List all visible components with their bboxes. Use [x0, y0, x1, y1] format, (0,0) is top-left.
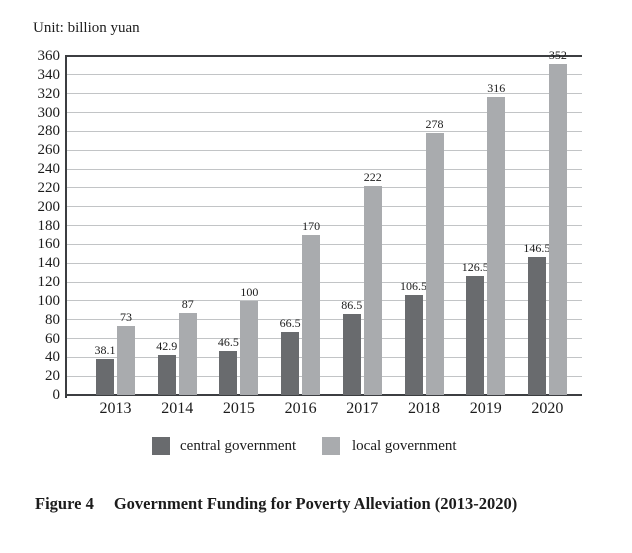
value-label-central-2016: 66.5: [279, 316, 301, 331]
ytick-label-80: 80: [45, 311, 60, 328]
gridline-300: [67, 112, 582, 113]
figure-number: Figure 4: [35, 494, 94, 513]
ytick-label-220: 220: [37, 179, 61, 196]
value-label-local-2014: 87: [181, 297, 194, 312]
figure-title: Government Funding for Poverty Alleviati…: [113, 494, 518, 513]
gridline-180: [67, 225, 582, 226]
value-label-central-2013: 38.1: [94, 343, 116, 358]
gridline-320: [67, 93, 582, 95]
bar-central-2016: [281, 332, 300, 395]
ytick-label-200: 200: [37, 198, 61, 215]
gridline-200: [67, 206, 582, 208]
xtick-label-2018: 2018: [408, 400, 440, 417]
bar-group-2016: 66.5 170: [280, 56, 321, 395]
bar-group-2015: 46.5 100: [218, 56, 259, 395]
value-label-central-2017: 86.5: [341, 297, 363, 312]
value-label-local-2015: 100: [240, 284, 259, 299]
ytick-label-160: 160: [37, 236, 61, 253]
bar-local-2018: [425, 133, 444, 395]
plot-area: 38.1 73 42.9 87 46.5 100 66.5 170 86.5 222 106.5 27…: [67, 48, 582, 395]
value-label-local-2020: 352: [548, 47, 567, 62]
bar-group-2019: 126.5 316: [462, 56, 506, 395]
value-label-central-2019: 126.5: [461, 259, 489, 274]
ytick-label-100: 100: [37, 292, 61, 309]
bar-central-2014: [157, 354, 176, 395]
xtick-label-2015: 2015: [222, 400, 255, 417]
xtick-label-2016: 2016: [284, 400, 317, 417]
gridline-160: [67, 243, 582, 245]
value-label-local-2013: 73: [120, 310, 132, 325]
value-label-local-2019: 316: [487, 81, 506, 96]
bar-local-2016: [302, 234, 321, 395]
gridline-260: [67, 149, 582, 151]
gridline-140: [67, 262, 582, 264]
bar-local-2020: [548, 63, 567, 395]
ytick-label-0: 0: [52, 387, 61, 403]
xtick-label-2014: 2014: [161, 400, 194, 417]
xtick-label-2013: 2013: [99, 400, 132, 417]
bar-central-2019: [466, 275, 485, 395]
bar-local-2017: [363, 185, 382, 395]
xtick-label-2019: 2019: [469, 400, 502, 417]
xtick-label-2020: 2020: [531, 400, 564, 417]
gridline-120: [67, 281, 582, 283]
ytick-label-60: 60: [45, 330, 60, 347]
ytick-label-300: 300: [37, 104, 61, 121]
bar-central-2015: [219, 351, 238, 395]
ytick-label-40: 40: [45, 349, 60, 366]
ytick-label-340: 340: [37, 66, 61, 83]
ytick-label-240: 240: [37, 161, 61, 177]
value-label-local-2017: 222: [363, 169, 382, 184]
value-label-central-2015: 46.5: [217, 335, 239, 350]
bar-group-2017: 86.5 222: [341, 56, 382, 395]
unit-label: Unit: billion yuan: [33, 20, 140, 36]
bar-central-2018: [404, 294, 423, 395]
xtick-label-2017: 2017: [346, 400, 379, 417]
value-label-central-2018: 106.5: [400, 278, 427, 293]
ytick-label-140: 140: [37, 255, 61, 272]
ytick-label-360: 360: [37, 48, 61, 64]
bar-central-2013: [96, 359, 114, 395]
bar-group-2018: 106.5 278: [400, 56, 444, 395]
bar-group-2013: 38.1 73: [95, 56, 135, 395]
gridline-40: [67, 356, 582, 358]
y-axis-line: [65, 55, 67, 398]
ytick-label-180: 180: [37, 217, 61, 234]
ytick-label-20: 20: [45, 368, 60, 385]
figure-caption: Figure 4 Government Funding for Poverty A…: [35, 494, 517, 514]
legend-label-local: local government: [352, 438, 457, 454]
bar-local-2014: [178, 313, 197, 395]
x-axis-line: [65, 394, 582, 396]
bar-group-2014: 42.9 87: [156, 56, 197, 395]
ytick-label-120: 120: [37, 274, 61, 290]
value-label-central-2014: 42.9: [156, 338, 178, 353]
bar-local-2015: [240, 300, 259, 395]
plot-top-border: [67, 55, 582, 57]
ytick-label-260: 260: [37, 142, 61, 159]
gridline-20: [67, 375, 582, 377]
gridline-80: [67, 319, 582, 321]
value-label-central-2020: 146.5: [523, 241, 551, 256]
value-label-local-2016: 170: [302, 218, 321, 233]
value-label-local-2018: 278: [425, 117, 444, 132]
bar-group-2020: 146.5 352: [523, 48, 567, 395]
bar-central-2020: [527, 257, 546, 395]
ytick-label-280: 280: [37, 123, 61, 140]
gridline-220: [67, 187, 582, 189]
legend-swatch-central: [152, 437, 170, 455]
bar-local-2019: [487, 97, 506, 395]
gridline-60: [67, 338, 582, 339]
bar-central-2017: [342, 313, 361, 395]
gridline-100: [67, 300, 582, 302]
ytick-label-320: 320: [37, 85, 61, 102]
legend-swatch-local: [322, 437, 340, 455]
bar-local-2013: [117, 326, 135, 395]
gridline-240: [67, 168, 582, 170]
legend-label-central: central government: [180, 438, 297, 454]
gridline-340: [67, 74, 582, 76]
gridline-280: [67, 130, 582, 132]
